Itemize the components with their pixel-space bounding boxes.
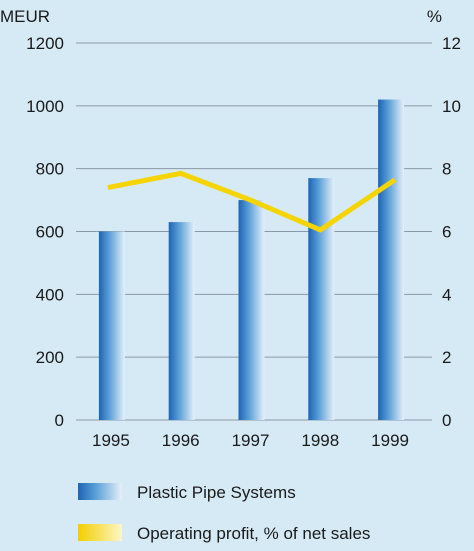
line-series — [107, 170, 397, 233]
bar-1996 — [168, 222, 195, 420]
bar-series — [98, 99, 405, 421]
x-axis-labels: 1995 1996 1997 1998 1999 — [92, 431, 409, 450]
bar-1998 — [308, 178, 335, 420]
x-tick-label: 1996 — [162, 431, 200, 450]
legend-swatch-bars — [78, 483, 122, 500]
right-tick-label: 6 — [442, 223, 451, 242]
right-tick-label: 8 — [442, 160, 451, 179]
right-axis-label: % — [427, 7, 442, 26]
left-tick-label: 0 — [55, 411, 64, 430]
legend-label-bars: Plastic Pipe Systems — [137, 483, 296, 502]
bar-1999 — [378, 99, 405, 421]
right-axis-ticks: 0 2 4 6 8 10 12 — [425, 34, 461, 430]
left-tick-label: 200 — [36, 348, 64, 367]
bar-1997 — [238, 200, 265, 420]
x-tick-label: 1999 — [371, 431, 409, 450]
left-tick-label: 800 — [36, 160, 64, 179]
right-tick-label: 10 — [442, 97, 461, 116]
x-tick-label: 1995 — [92, 431, 130, 450]
left-tick-label: 1000 — [26, 97, 64, 116]
legend-item-line: Operating profit, % of net sales — [78, 524, 370, 543]
operating-profit-line — [107, 170, 397, 233]
bar-1995 — [98, 231, 125, 420]
legend-label-line: Operating profit, % of net sales — [137, 524, 370, 543]
x-tick-label: 1998 — [301, 431, 339, 450]
right-tick-label: 0 — [442, 411, 451, 430]
x-tick-label: 1997 — [232, 431, 270, 450]
right-tick-label: 12 — [442, 34, 461, 53]
legend: Plastic Pipe Systems Operating profit, %… — [78, 483, 370, 543]
left-tick-label: 400 — [36, 285, 64, 304]
right-tick-label: 2 — [442, 348, 451, 367]
left-tick-label: 600 — [36, 223, 64, 242]
left-tick-label: 1200 — [26, 34, 64, 53]
legend-item-bars: Plastic Pipe Systems — [78, 483, 296, 502]
legend-swatch-line — [78, 524, 122, 541]
left-axis-ticks: 0 200 400 600 800 1000 1200 — [26, 34, 64, 430]
left-axis-label: MEUR — [0, 7, 50, 26]
right-tick-label: 4 — [442, 285, 451, 304]
